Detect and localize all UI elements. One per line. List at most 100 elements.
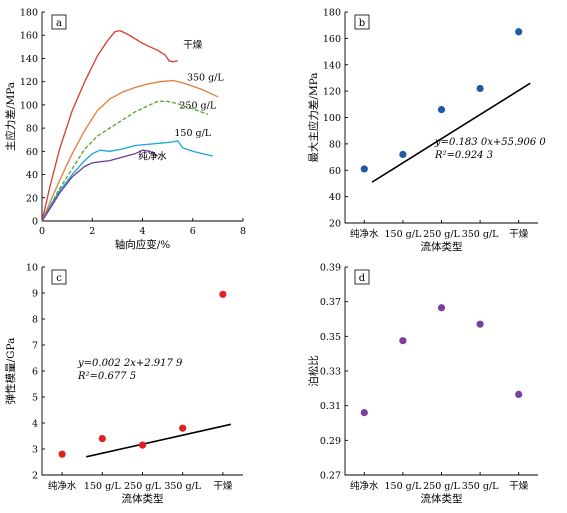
panel-tag-letter: d bbox=[359, 273, 366, 284]
y-tick-label: 100 bbox=[20, 100, 38, 111]
y-tick-label: 5 bbox=[32, 393, 38, 404]
x-axis-label: 流体类型 bbox=[122, 492, 164, 505]
x-category-label: 350 g/L bbox=[462, 229, 499, 240]
x-tick-label: 2 bbox=[89, 226, 95, 237]
axis-frame bbox=[344, 267, 538, 476]
x-axis-label: 流体类型 bbox=[421, 240, 463, 253]
panel-a: 0 20 40 60 80 100 120 140 160 180 0 2 4 6 8 轴向应变/% 主应力差/… bbox=[4, 8, 246, 252]
panel-tag-letter: c bbox=[56, 273, 62, 284]
y-tick-label: 0.33 bbox=[320, 367, 341, 378]
y-tick-label: 80 bbox=[329, 139, 341, 150]
panel-tag: d bbox=[354, 269, 370, 285]
y-axis-label: 主应力差/MPa bbox=[4, 82, 17, 151]
series-line-4 bbox=[41, 149, 158, 222]
x-axis-label: 流体类型 bbox=[421, 492, 463, 505]
y-tick-label: 0.39 bbox=[320, 263, 341, 274]
series-line-3 bbox=[41, 140, 213, 222]
series-annotation: 干燥 bbox=[183, 40, 203, 51]
x-category-label: 干燥 bbox=[509, 229, 529, 240]
panel-tag-box bbox=[354, 269, 370, 285]
panel-tag: a bbox=[51, 14, 67, 30]
y-tick-label: 20 bbox=[26, 193, 38, 204]
x-category-label: 350 g/L bbox=[164, 481, 201, 492]
x-category-label: 150 g/L bbox=[385, 229, 422, 240]
y-axis-label: 弹性模量/GPa bbox=[4, 338, 17, 405]
x-tick-label: 6 bbox=[190, 226, 196, 237]
series-line-1 bbox=[41, 79, 219, 222]
fit-line bbox=[86, 423, 232, 458]
fit-equation: y=0.002 2x+2.917 9 bbox=[77, 358, 183, 369]
y-tick-label: 180 bbox=[323, 8, 341, 19]
y-tick-label: 6 bbox=[32, 367, 38, 378]
y-tick-label: 7 bbox=[32, 341, 38, 352]
y-tick-label: 180 bbox=[20, 8, 38, 19]
y-tick-label: 140 bbox=[323, 60, 341, 71]
data-point bbox=[476, 320, 484, 328]
x-category-label: 纯净水 bbox=[350, 480, 379, 492]
x-category-label: 250 g/L bbox=[124, 481, 161, 492]
x-category-label: 干燥 bbox=[213, 481, 233, 492]
series-annotation: 350 g/L bbox=[187, 73, 224, 84]
x-category-label: 纯净水 bbox=[48, 480, 77, 492]
x-category-label: 干燥 bbox=[509, 481, 529, 492]
y-tick-label: 0.27 bbox=[320, 471, 341, 482]
x-tick-label: 4 bbox=[139, 226, 145, 237]
y-tick-label: 40 bbox=[26, 170, 38, 181]
x-tick-label: 8 bbox=[240, 226, 246, 237]
y-tick-label: 9 bbox=[32, 289, 38, 300]
x-tick-label: 0 bbox=[39, 226, 45, 237]
x-category-label: 250 g/L bbox=[423, 229, 460, 240]
series-line-2 bbox=[41, 100, 209, 222]
y-tick-label: 0.35 bbox=[320, 332, 341, 343]
y-tick-label: 60 bbox=[26, 147, 38, 158]
data-point bbox=[437, 304, 446, 312]
panel-d: 0.27 0.29 0.31 0.33 0.35 0.37 0.39 纯净水 150 g/L 25… bbox=[307, 263, 538, 505]
panel-tag-box bbox=[354, 14, 370, 30]
y-tick-label: 160 bbox=[323, 34, 341, 45]
series-annotation: 250 g/L bbox=[179, 100, 216, 111]
panel-tag-letter: a bbox=[56, 18, 62, 29]
x-category-label: 150 g/L bbox=[84, 481, 121, 492]
panel-tag-box bbox=[51, 14, 67, 30]
y-axis-label: 泊松比 bbox=[307, 355, 320, 387]
y-tick-label: 120 bbox=[323, 87, 341, 98]
data-point bbox=[515, 390, 523, 398]
y-tick-label: 10 bbox=[26, 263, 38, 274]
y-tick-label: 60 bbox=[329, 166, 341, 177]
y-tick-label: 120 bbox=[20, 77, 38, 88]
panel-tag-letter: b bbox=[359, 18, 365, 29]
panel-c: 2 3 4 5 6 7 8 9 10 纯净水 150 g/L 250 g/L 350 g/L 干燥流体类型… bbox=[4, 263, 243, 505]
y-tick-label: 0 bbox=[32, 217, 38, 228]
data-point bbox=[476, 84, 484, 93]
y-tick-label: 3 bbox=[32, 445, 38, 456]
panel-tag: c bbox=[51, 269, 67, 285]
panel-tag-box bbox=[51, 269, 67, 285]
y-tick-label: 0.29 bbox=[320, 436, 341, 447]
series-annotation: 纯净水 bbox=[138, 150, 167, 162]
panel-tag: b bbox=[354, 14, 370, 30]
y-tick-label: 100 bbox=[323, 113, 341, 124]
data-point bbox=[360, 165, 368, 173]
data-point bbox=[437, 105, 446, 114]
fit-r-squared: R²=0.677 5 bbox=[77, 371, 136, 382]
y-tick-label: 140 bbox=[20, 54, 38, 65]
data-point bbox=[138, 441, 147, 449]
x-category-label: 350 g/L bbox=[462, 481, 499, 492]
series-line-0 bbox=[41, 29, 178, 222]
y-tick-label: 0.37 bbox=[320, 297, 341, 308]
data-point bbox=[58, 450, 66, 458]
y-tick-label: 8 bbox=[32, 315, 38, 326]
y-tick-label: 0.31 bbox=[320, 401, 341, 412]
data-point bbox=[360, 409, 368, 417]
y-axis-label: 最大主应力差/MPa bbox=[307, 72, 320, 162]
fit-equation: y=0.183 0x+55.906 0 bbox=[434, 137, 546, 148]
panel-b: 20 40 60 80 100 120 140 160 180 纯净水 150 g/L 250 g/L… bbox=[307, 8, 546, 254]
y-tick-label: 20 bbox=[329, 219, 341, 230]
x-axis-label: 轴向应变/% bbox=[115, 238, 171, 251]
y-tick-label: 4 bbox=[32, 419, 38, 430]
series-annotation: 150 g/L bbox=[174, 128, 211, 139]
data-point bbox=[515, 28, 523, 36]
axis-frame bbox=[344, 12, 538, 224]
y-tick-label: 2 bbox=[32, 471, 38, 482]
